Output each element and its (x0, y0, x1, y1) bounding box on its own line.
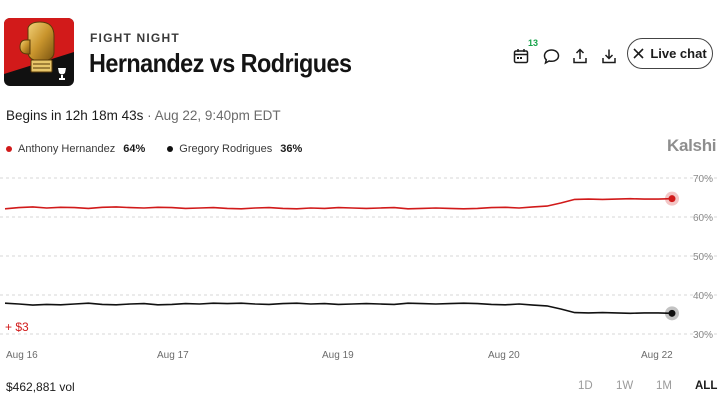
endpoint-dot-1 (668, 309, 676, 317)
live-chat-label: Live chat (650, 46, 707, 61)
legend-name: Gregory Rodrigues (179, 143, 273, 155)
y-tick-label: 60% (693, 213, 713, 224)
calendar-badge: 13 (527, 38, 538, 48)
kalshi-logo: Kalshi (667, 136, 717, 155)
y-tick-label: 30% (693, 330, 713, 341)
calendar-icon (513, 49, 529, 64)
legend-name: Anthony Hernandez (18, 143, 116, 155)
x-tick-label: Aug 20 (488, 350, 520, 361)
comment-icon (543, 48, 559, 65)
download-button[interactable] (596, 40, 622, 72)
x-tick-label: Aug 17 (157, 350, 189, 361)
close-icon (633, 48, 644, 59)
range-1d-button[interactable]: 1D (578, 380, 593, 392)
y-tick-label: 50% (693, 252, 713, 263)
endpoint-dot-0 (668, 195, 676, 203)
event-thumbnail (4, 18, 74, 86)
page-title: Hernandez vs Rodrigues (89, 48, 352, 78)
countdown-text: Begins in 12h 18m 43s (6, 108, 144, 123)
range-all-button[interactable]: ALL (695, 380, 718, 392)
legend-entry-hernandez[interactable]: Anthony Hernandez 64% (6, 143, 145, 155)
event-category: FIGHT NIGHT (90, 31, 180, 45)
annotation-label: + $3 (5, 320, 29, 334)
series-line-0 (4, 197, 673, 210)
legend-pct: 64% (123, 143, 146, 155)
series-line-1 (4, 302, 673, 315)
range-1w-button[interactable]: 1W (616, 380, 634, 392)
legend-entry-rodrigues[interactable]: Gregory Rodrigues 36% (167, 143, 302, 155)
live-chat-button[interactable]: Live chat (627, 38, 713, 69)
status-separator: · (143, 108, 155, 123)
x-tick-label: Aug 22 (641, 350, 673, 361)
price-chart[interactable]: 70% 60% 50% 40% 30% + $3 Aug 16 Aug 17 Aug 19 Aug… (0, 160, 720, 366)
share-icon (573, 48, 587, 64)
download-icon (602, 49, 616, 64)
share-button[interactable] (567, 40, 593, 72)
y-tick-label: 70% (693, 174, 713, 185)
volume-label: $462,881 vol (6, 380, 75, 394)
x-tick-label: Aug 19 (322, 350, 354, 361)
calendar-button[interactable]: 13 (508, 38, 538, 72)
event-header: FIGHT NIGHT Hernandez vs Rodrigues 13 (0, 0, 720, 100)
y-tick-label: 40% (693, 291, 713, 302)
countdown-status: Begins in 12h 18m 43s · Aug 22, 9:40pm E… (6, 108, 281, 123)
event-date: Aug 22, 9:40pm EDT (154, 108, 281, 123)
legend-pct: 36% (280, 143, 303, 155)
chart-legend: Anthony Hernandez 64% Gregory Rodrigues … (6, 143, 324, 155)
legend-dot-red (6, 146, 12, 152)
comment-button[interactable] (538, 40, 564, 72)
range-1m-button[interactable]: 1M (656, 380, 672, 392)
x-tick-label: Aug 16 (6, 350, 38, 361)
legend-dot-black (167, 146, 174, 152)
